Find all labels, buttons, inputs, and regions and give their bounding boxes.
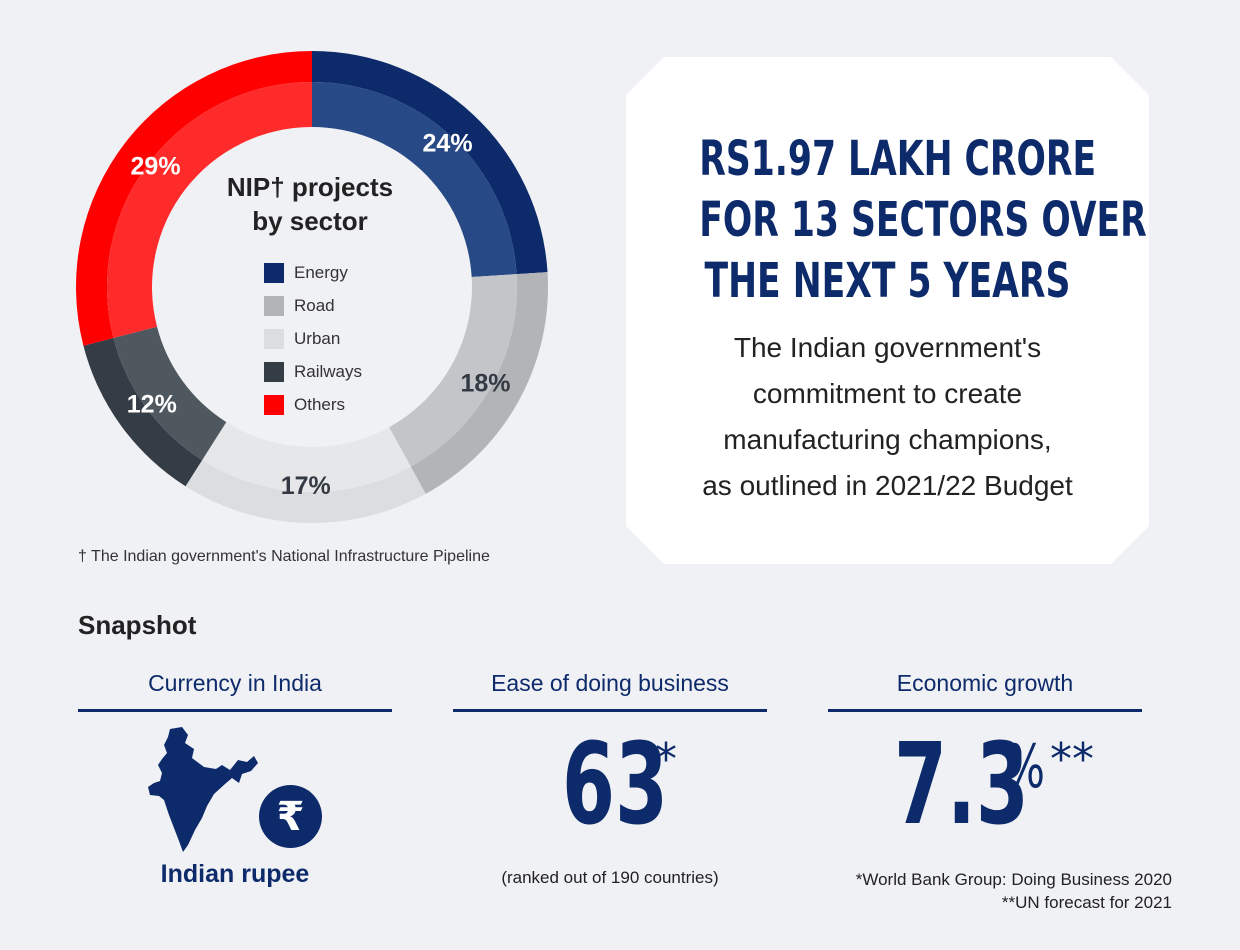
growth-label: Economic growth	[896, 670, 1074, 696]
legend-label-urban: Urban	[294, 328, 341, 348]
legend-item-railways: Railways	[264, 355, 362, 388]
callout-body-line1: The Indian government's	[733, 332, 1042, 363]
snapshot-title: Snapshot	[78, 610, 197, 640]
legend-swatch-others	[264, 394, 284, 415]
legend-label-others: Others	[294, 394, 346, 414]
ease-divider	[453, 709, 767, 712]
legend-item-road: Road	[264, 289, 362, 322]
growth-column: Economic growth	[828, 668, 1142, 712]
growth-footnote-mark: **	[1050, 734, 1094, 785]
slice-label-others: 29%	[131, 153, 181, 181]
slice-label-road: 18%	[460, 369, 510, 397]
callout-body-line4: as outlined in 2021/22 Budget	[702, 470, 1073, 501]
slice-railways	[83, 337, 203, 487]
slice-energy	[312, 51, 548, 275]
chart-title: NIP† projects by sector	[200, 170, 420, 238]
legend-item-urban: Urban	[264, 322, 362, 355]
india-map-icon	[148, 727, 258, 852]
legend-swatch-energy	[264, 262, 284, 283]
rupee-symbol-icon: ₹	[259, 785, 322, 848]
slice-label-energy: 24%	[423, 130, 473, 158]
ease-rank-value: 63	[562, 720, 668, 850]
slice-inner-railways	[113, 326, 227, 461]
headline-callout: RS1.97 LAKH CRORE FOR 13 SECTORS OVER TH…	[626, 57, 1149, 564]
slice-label-urban: 17%	[281, 472, 331, 500]
callout-headline-line3: THE NEXT 5 YEARS	[704, 253, 1071, 309]
slice-urban	[185, 460, 426, 523]
source-note-un: **UN forecast for 2021	[1001, 893, 1172, 912]
currency-divider	[78, 709, 392, 712]
callout-body-line2: commitment to create	[752, 378, 1023, 409]
callout-body: The Indian government's commitment to cr…	[626, 325, 1149, 509]
chart-legend: Energy Road Urban Railways Others	[264, 256, 362, 421]
donut-chart: 24% 18% 17% 12% 29%	[75, 51, 548, 523]
legend-swatch-road	[264, 295, 284, 316]
legend-item-others: Others	[264, 388, 362, 421]
legend-swatch-railways	[264, 361, 284, 382]
chart-title-line1: NIP† projects	[226, 172, 394, 202]
slice-road	[410, 272, 548, 494]
ease-label: Ease of doing business	[491, 670, 729, 696]
ease-column: Ease of doing business	[453, 668, 767, 712]
legend-swatch-urban	[264, 328, 284, 349]
legend-label-energy: Energy	[294, 262, 348, 282]
legend-item-energy: Energy	[264, 256, 362, 289]
slice-inner-urban	[202, 422, 411, 492]
growth-value: 7.3	[894, 720, 1029, 850]
ease-rank-note: (ranked out of 190 countries)	[501, 868, 719, 887]
callout-headline: RS1.97 LAKH CRORE FOR 13 SECTORS OVER TH…	[699, 129, 1147, 312]
growth-divider	[828, 709, 1142, 712]
nip-footnote: † The Indian government's National Infra…	[78, 548, 490, 565]
callout-body-line3: manufacturing champions,	[723, 424, 1052, 455]
currency-column: Currency in India	[78, 668, 392, 712]
growth-percent-sign: %	[1005, 732, 1045, 802]
slice-inner-others	[107, 82, 312, 338]
currency-name: Indian rupee	[160, 860, 310, 888]
slice-inner-road	[389, 274, 517, 467]
currency-label: Currency in India	[148, 670, 322, 696]
slice-label-railways: 12%	[127, 390, 177, 418]
source-note-world-bank: *World Bank Group: Doing Business 2020	[855, 870, 1172, 889]
callout-headline-line1: RS1.97 LAKH CRORE	[699, 131, 1097, 187]
ease-footnote-mark: *	[655, 734, 677, 785]
legend-label-road: Road	[294, 295, 335, 315]
source-notes: *World Bank Group: Doing Business 2020 *…	[856, 868, 1172, 914]
chart-title-line2: by sector	[252, 206, 368, 236]
slice-others	[75, 51, 312, 346]
callout-headline-line2: FOR 13 SECTORS OVER	[699, 192, 1147, 248]
legend-label-railways: Railways	[294, 361, 363, 381]
slice-inner-energy	[312, 82, 517, 277]
